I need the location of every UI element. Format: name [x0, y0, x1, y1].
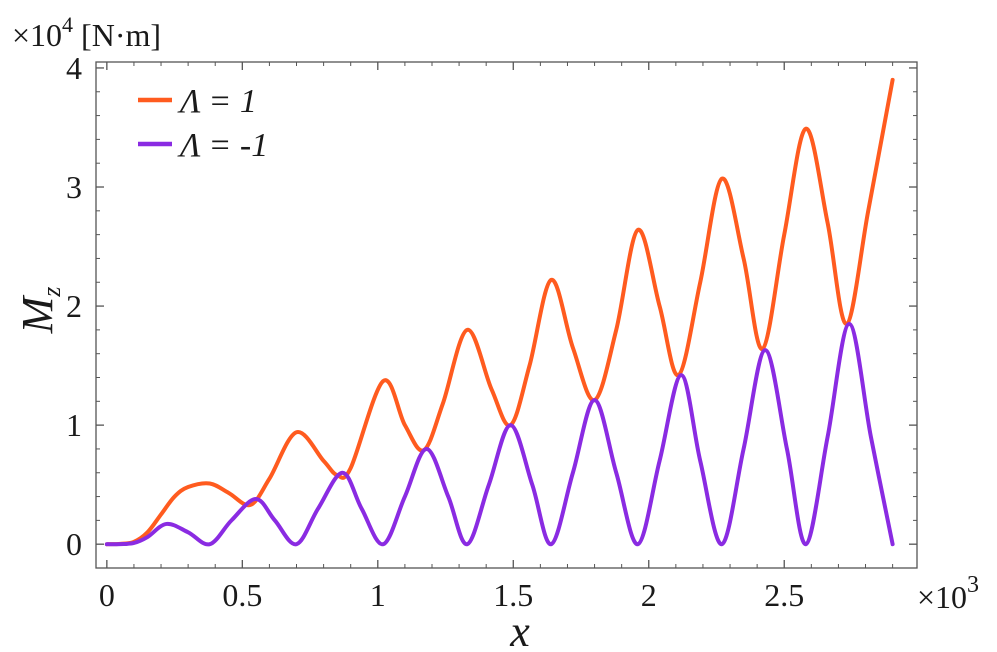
x-tick-label: 1.5 [493, 577, 533, 613]
plot-border [95, 61, 918, 569]
x-tick-label: 0.5 [222, 577, 262, 613]
plot-frame [95, 61, 918, 569]
y-tick-label: 2 [66, 288, 82, 324]
y-axis-multiplier: ×104 [N·m] [12, 12, 161, 53]
x-tick-label: 2.5 [764, 577, 804, 613]
legend: Λ = 1 Λ = -1 [138, 83, 268, 164]
x-tick-label: 2 [641, 577, 657, 613]
series-line-lambda-1 [104, 77, 895, 547]
legend-label: Λ = -1 [177, 127, 268, 164]
series-line-lambda-minus-1 [104, 321, 895, 547]
y-tick-label: 0 [66, 526, 82, 562]
y-tick-label: 1 [66, 407, 82, 443]
series-layer [104, 77, 895, 547]
y-axis-ticks: 0 1 2 3 4 [66, 50, 917, 562]
y-tick-label: 3 [66, 169, 82, 205]
legend-label: Λ = 1 [177, 83, 257, 120]
x-axis-multiplier: ×103 [917, 572, 979, 615]
x-tick-label: 0 [99, 577, 115, 613]
x-tick-label: 1 [370, 577, 386, 613]
y-axis-title: Mz [13, 287, 66, 335]
x-axis-title: x [509, 607, 530, 652]
y-tick-label: 4 [66, 50, 82, 86]
x-axis-ticks: 0 0.5 1 1.5 2 2.5 [99, 62, 894, 613]
